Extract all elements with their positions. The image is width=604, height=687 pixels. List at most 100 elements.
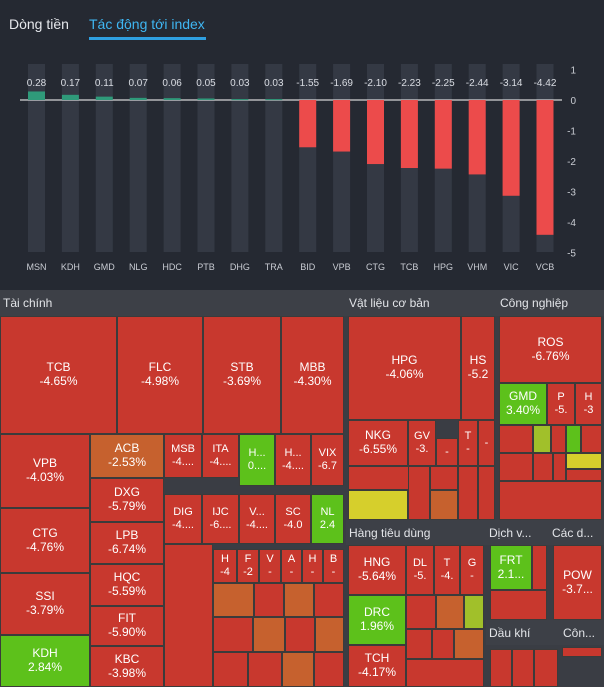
tile-gv[interactable]: GV -3. xyxy=(408,420,436,466)
tile-filler[interactable] xyxy=(533,425,551,453)
tile-ros[interactable]: ROS -6.76% xyxy=(499,316,602,383)
sector-header-consumer[interactable]: Hàng tiêu dùng xyxy=(346,520,486,545)
tile-dig[interactable]: DIG -4.... xyxy=(164,494,202,544)
tile-filler[interactable] xyxy=(499,481,602,520)
tile-filler[interactable] xyxy=(314,583,344,617)
tile-filler[interactable] xyxy=(248,652,282,687)
tile-dl[interactable]: DL -5. xyxy=(406,545,434,595)
tile-vix[interactable]: VIX -6.7 xyxy=(311,434,344,486)
tile-filler[interactable] xyxy=(164,544,213,687)
tile-filler[interactable] xyxy=(213,652,248,687)
tile-filler[interactable] xyxy=(499,453,533,481)
tile-h-green[interactable]: H... 0.... xyxy=(239,434,275,486)
tile-gmd[interactable]: GMD 3.40% xyxy=(499,383,547,425)
tile-t[interactable]: T- xyxy=(458,420,478,466)
tile-vpb[interactable]: VPB -4.03% xyxy=(0,434,90,508)
tile-filler[interactable] xyxy=(562,647,602,657)
tile-filler[interactable] xyxy=(490,590,547,620)
tile-filler[interactable] xyxy=(566,425,581,453)
sector-header-materials[interactable]: Vật liệu cơ bản xyxy=(346,290,497,316)
tile-filler[interactable] xyxy=(458,466,478,520)
tile-filler[interactable] xyxy=(284,583,314,617)
tile-filler[interactable] xyxy=(464,595,484,629)
tile-filler[interactable] xyxy=(454,629,484,659)
tile-ctg[interactable]: CTG -4.76% xyxy=(0,508,90,573)
tile-stb[interactable]: STB -3.69% xyxy=(203,316,281,434)
tile-pow[interactable]: POW -3.7... xyxy=(553,545,602,620)
tile-sc[interactable]: SC -4.0 xyxy=(275,494,311,544)
tile-filler[interactable] xyxy=(533,453,553,481)
tile-filler[interactable] xyxy=(430,490,458,520)
tile-filler[interactable] xyxy=(436,595,464,629)
tile-filler[interactable] xyxy=(532,545,547,590)
tile-nkg[interactable]: NKG -6.55% xyxy=(348,420,408,466)
sector-header-other[interactable]: Các d... xyxy=(549,520,604,545)
tile-mbb[interactable]: MBB -4.30% xyxy=(281,316,344,434)
tile-a[interactable]: A- xyxy=(281,549,302,583)
tile-filler[interactable] xyxy=(499,425,533,453)
tile-tcb[interactable]: TCB -4.65% xyxy=(0,316,117,434)
tile-filler[interactable] xyxy=(534,649,558,687)
tile-filler[interactable] xyxy=(408,466,430,520)
tile-dxg[interactable]: DXG -5.79% xyxy=(90,478,164,522)
tile-filler[interactable] xyxy=(406,659,484,687)
tile-h4[interactable]: H -4 xyxy=(213,549,237,583)
tile-v-small[interactable]: V- xyxy=(259,549,281,583)
tile-filler[interactable] xyxy=(406,629,432,659)
tile-kdh[interactable]: KDH 2.84% xyxy=(0,635,90,687)
tile-ssi[interactable]: SSI -3.79% xyxy=(0,573,90,635)
tile-filler[interactable] xyxy=(282,652,314,687)
tile-h-red[interactable]: H... -4.... xyxy=(275,434,311,486)
sector-header-finance[interactable]: Tài chính xyxy=(0,290,346,316)
tile-lpb[interactable]: LPB -6.74% xyxy=(90,522,164,564)
tile-hqc[interactable]: HQC -5.59% xyxy=(90,564,164,606)
tile-filler[interactable] xyxy=(512,649,534,687)
tile-filler[interactable] xyxy=(581,425,602,453)
tile-filler[interactable] xyxy=(432,629,454,659)
tile-t4[interactable]: T -4. xyxy=(434,545,460,595)
tile-flc[interactable]: FLC -4.98% xyxy=(117,316,203,434)
tile-ijc[interactable]: IJC -6.... xyxy=(202,494,239,544)
tile-h3[interactable]: H -3 xyxy=(575,383,602,425)
tile-filler[interactable] xyxy=(430,466,458,490)
tile-acb[interactable]: ACB -2.53% xyxy=(90,434,164,478)
tile-tch[interactable]: TCH -4.17% xyxy=(348,645,406,687)
tile-filler[interactable] xyxy=(213,617,253,652)
tile-hs[interactable]: HS -5.2 xyxy=(461,316,495,420)
tile-hpg[interactable]: HPG -4.06% xyxy=(348,316,461,420)
tile-drc[interactable]: DRC 1.96% xyxy=(348,595,406,645)
tile-fit[interactable]: FIT -5.90% xyxy=(90,606,164,646)
sector-header-industrial[interactable]: Công nghiệp xyxy=(497,290,604,316)
tile-frt[interactable]: FRT 2.1... xyxy=(490,545,532,590)
sector-header-tech[interactable]: Côn... xyxy=(560,620,604,645)
tile-filler[interactable] xyxy=(490,649,512,687)
tile-f[interactable]: F -2 xyxy=(237,549,259,583)
tile-filler[interactable] xyxy=(253,617,285,652)
tile-g[interactable]: G- xyxy=(460,545,484,595)
tile-ita[interactable]: ITA -4.... xyxy=(202,434,239,478)
tile-filler[interactable] xyxy=(315,617,344,652)
tile-b[interactable]: B- xyxy=(323,549,344,583)
tile-dash[interactable]: - xyxy=(436,438,458,466)
tab-money-flow[interactable]: Dòng tiền xyxy=(9,16,69,32)
tile-filler[interactable] xyxy=(348,490,408,520)
tile-kbc[interactable]: KBC -3.98% xyxy=(90,646,164,687)
tile-filler[interactable] xyxy=(551,425,566,453)
tile-filler[interactable] xyxy=(254,583,284,617)
tile-filler[interactable] xyxy=(406,595,436,629)
tile-v[interactable]: V... -4.... xyxy=(239,494,275,544)
tile-hng[interactable]: HNG -5.64% xyxy=(348,545,406,595)
tile-dash2[interactable]: - xyxy=(478,420,495,466)
tile-filler[interactable] xyxy=(213,583,254,617)
tile-filler[interactable] xyxy=(314,652,344,687)
tile-nl[interactable]: NL 2.4 xyxy=(311,494,344,544)
tile-filler[interactable] xyxy=(478,466,495,520)
tile-filler[interactable] xyxy=(285,617,315,652)
tab-index-impact[interactable]: Tác động tới index xyxy=(89,16,205,32)
tile-p[interactable]: P -5. xyxy=(547,383,575,425)
sector-header-services[interactable]: Dịch v... xyxy=(486,520,549,545)
tile-h-small[interactable]: H- xyxy=(302,549,323,583)
tile-filler[interactable] xyxy=(566,469,602,481)
tile-msb[interactable]: MSB -4.... xyxy=(164,434,202,478)
tile-filler[interactable] xyxy=(566,453,602,469)
